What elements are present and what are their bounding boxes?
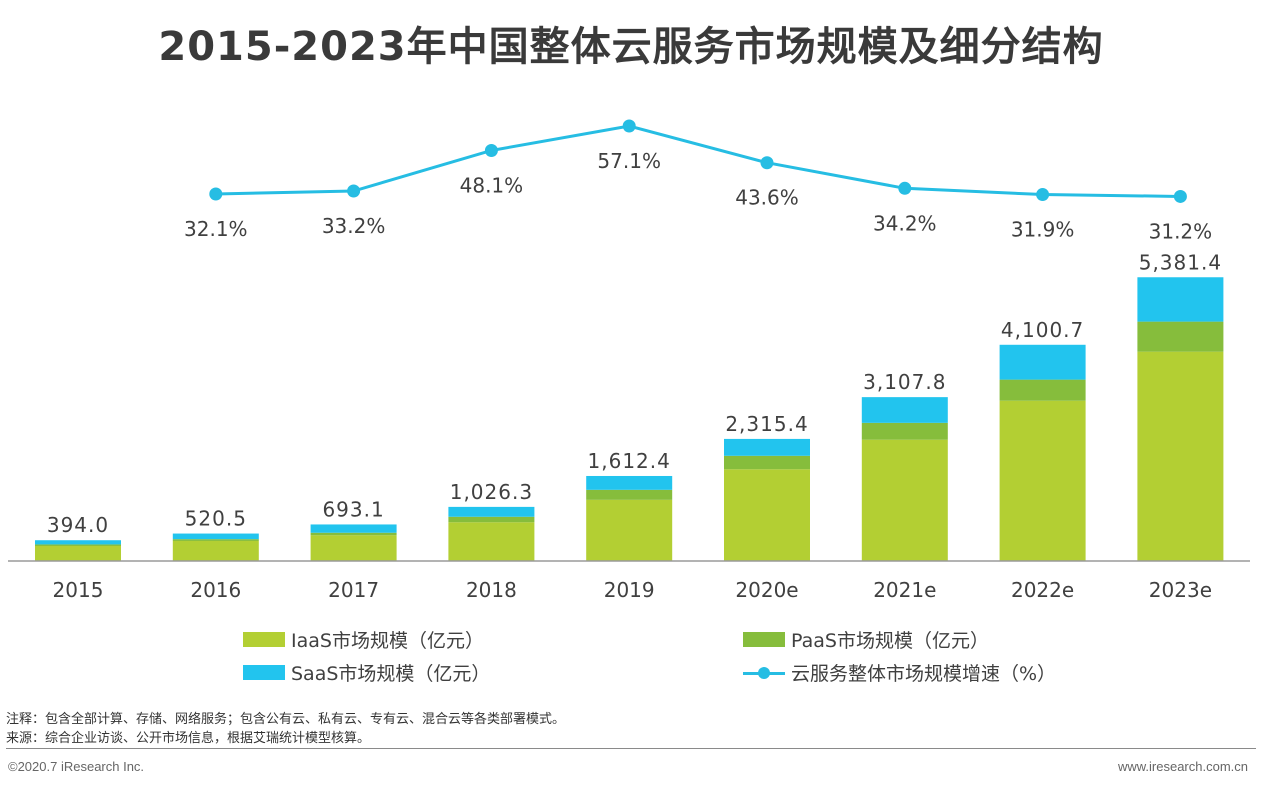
bar-saas-2023e xyxy=(1137,277,1224,322)
total-label-2018: 1,026.3 xyxy=(450,480,533,504)
total-label-2023e: 5,381.4 xyxy=(1139,250,1222,274)
stacked-bar-line-chart: 394.0 2015 520.5 2016 693.1 2017 1,026.3 2018 1,… xyxy=(8,119,1250,602)
growth-label-2018: 48.1% xyxy=(460,173,524,197)
legend-label-paas: PaaS市场规模（亿元） xyxy=(791,630,989,652)
growth-point-2019 xyxy=(622,119,636,133)
footer-divider xyxy=(6,748,1256,749)
x-tick-2017: 2017 xyxy=(328,578,379,602)
legend-swatch-paas xyxy=(743,632,785,647)
total-label-2021e: 3,107.8 xyxy=(863,370,946,394)
bar-paas-2019 xyxy=(586,489,673,500)
x-tick-2019: 2019 xyxy=(604,578,655,602)
bar-saas-2019 xyxy=(586,475,673,490)
legend-item-saas: SaaS市场规模（亿元） xyxy=(243,659,490,686)
bar-paas-2021e xyxy=(861,422,948,440)
legend-swatch-growth xyxy=(743,665,785,681)
bar-iaas-2023e xyxy=(1137,351,1224,561)
x-tick-2021e: 2021e xyxy=(873,578,936,602)
bar-paas-2015 xyxy=(35,544,121,546)
legend-label-iaas: IaaS市场规模（亿元） xyxy=(291,630,484,652)
growth-point-2023e xyxy=(1173,189,1187,203)
x-tick-2022e: 2022e xyxy=(1011,578,1074,602)
total-label-2022e: 4,100.7 xyxy=(1001,318,1084,342)
bar-saas-2022e xyxy=(999,344,1086,380)
bar-saas-2015 xyxy=(35,540,121,545)
growth-label-2016: 32.1% xyxy=(184,217,248,241)
footer-copyright: ©2020.7 iResearch Inc. xyxy=(8,759,145,774)
growth-label-2020e: 43.6% xyxy=(735,186,799,210)
bar-saas-2018 xyxy=(448,506,535,517)
footer-website[interactable]: www.iresearch.com.cn xyxy=(1117,759,1248,774)
growth-label-2019: 57.1% xyxy=(597,149,661,173)
total-label-2017: 693.1 xyxy=(322,497,384,521)
chart-note: 注释：包含全部计算、存储、网络服务；包含公有云、私有云、专有云、混合云等各类部署… xyxy=(6,712,566,727)
growth-point-2021e xyxy=(898,181,912,195)
bar-iaas-2019 xyxy=(586,499,673,561)
growth-point-2020e xyxy=(760,156,774,170)
bar-iaas-2022e xyxy=(999,400,1086,561)
chart-source: 来源：综合企业访谈、公开市场信息，根据艾瑞统计模型核算。 xyxy=(6,731,371,746)
legend-swatch-iaas xyxy=(243,632,285,647)
bar-paas-2022e xyxy=(999,379,1086,401)
x-tick-2015: 2015 xyxy=(53,578,104,602)
bar-iaas-2016 xyxy=(172,540,259,561)
growth-point-2016 xyxy=(209,187,223,201)
growth-label-2023e: 31.2% xyxy=(1149,219,1213,243)
x-tick-2023e: 2023e xyxy=(1149,578,1212,602)
growth-point-2017 xyxy=(347,184,361,198)
total-label-2016: 520.5 xyxy=(185,507,247,531)
legend-label-growth: 云服务整体市场规模增速（%） xyxy=(791,663,1057,685)
bar-iaas-2020e xyxy=(724,469,810,561)
bar-paas-2018 xyxy=(448,516,535,523)
growth-point-2022e xyxy=(1036,188,1050,202)
total-label-2020e: 2,315.4 xyxy=(725,412,808,436)
x-tick-2018: 2018 xyxy=(466,578,517,602)
growth-label-2021e: 34.2% xyxy=(873,211,937,235)
growth-label-2022e: 31.9% xyxy=(1011,218,1075,242)
legend-item-growth: 云服务整体市场规模增速（%） xyxy=(743,659,1056,686)
bar-iaas-2018 xyxy=(448,522,535,561)
growth-point-2018 xyxy=(484,143,498,157)
growth-line xyxy=(215,124,1181,198)
bar-saas-2021e xyxy=(861,397,948,423)
bar-paas-2023e xyxy=(1137,321,1224,352)
legend-item-paas: PaaS市场规模（亿元） xyxy=(743,626,989,653)
legend-swatch-saas xyxy=(243,665,285,680)
total-label-2019: 1,612.4 xyxy=(588,449,671,473)
x-tick-2020e: 2020e xyxy=(735,578,798,602)
legend-label-saas: SaaS市场规模（亿元） xyxy=(291,663,491,685)
bar-paas-2017 xyxy=(310,532,397,536)
bar-saas-2020e xyxy=(724,438,810,456)
x-tick-2016: 2016 xyxy=(190,578,241,602)
bar-iaas-2015 xyxy=(35,545,121,561)
bar-paas-2016 xyxy=(172,539,259,541)
bar-saas-2016 xyxy=(172,533,259,540)
chart-title: 2015-2023年中国整体云服务市场规模及细分结构 xyxy=(158,24,1104,70)
total-label-2015: 394.0 xyxy=(47,513,109,537)
bar-saas-2017 xyxy=(310,524,397,533)
bar-iaas-2021e xyxy=(861,439,948,561)
growth-label-2017: 33.2% xyxy=(322,214,386,238)
bar-paas-2020e xyxy=(724,455,810,470)
legend-item-iaas: IaaS市场规模（亿元） xyxy=(243,626,484,653)
bar-iaas-2017 xyxy=(310,535,397,561)
